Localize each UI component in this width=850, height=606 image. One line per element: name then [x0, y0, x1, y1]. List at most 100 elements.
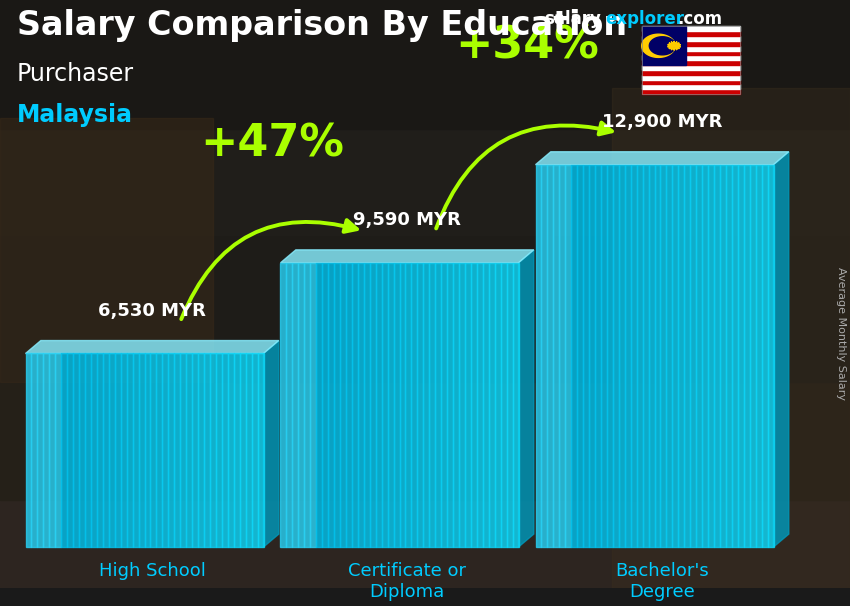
Bar — [642, 70, 740, 75]
Polygon shape — [642, 34, 675, 58]
Polygon shape — [577, 165, 583, 547]
Polygon shape — [252, 353, 258, 547]
Text: Salary Comparison By Education: Salary Comparison By Education — [17, 9, 627, 42]
Text: +47%: +47% — [200, 122, 344, 165]
Polygon shape — [316, 263, 322, 547]
Polygon shape — [328, 263, 334, 547]
Polygon shape — [394, 263, 399, 547]
Polygon shape — [127, 353, 133, 547]
Text: +34%: +34% — [455, 24, 599, 67]
Polygon shape — [103, 353, 109, 547]
Polygon shape — [423, 263, 429, 547]
Polygon shape — [370, 263, 376, 547]
Polygon shape — [340, 263, 346, 547]
Bar — [0, 0, 850, 130]
Polygon shape — [121, 353, 127, 547]
Bar — [642, 27, 686, 65]
Polygon shape — [67, 353, 73, 547]
Polygon shape — [61, 353, 67, 547]
Polygon shape — [322, 263, 328, 547]
Bar — [642, 56, 740, 60]
Bar — [0, 382, 850, 500]
Polygon shape — [714, 165, 720, 547]
Polygon shape — [768, 165, 774, 547]
Polygon shape — [666, 165, 672, 547]
Polygon shape — [26, 353, 31, 547]
Polygon shape — [364, 263, 370, 547]
Polygon shape — [292, 263, 298, 547]
Polygon shape — [352, 263, 358, 547]
Polygon shape — [489, 263, 495, 547]
Polygon shape — [477, 263, 483, 547]
Polygon shape — [774, 152, 789, 547]
Polygon shape — [571, 165, 577, 547]
Polygon shape — [536, 165, 541, 547]
Polygon shape — [240, 353, 246, 547]
Polygon shape — [156, 353, 162, 547]
Polygon shape — [565, 165, 571, 547]
Polygon shape — [334, 263, 340, 547]
Polygon shape — [400, 263, 405, 547]
Polygon shape — [513, 263, 518, 547]
Polygon shape — [541, 165, 547, 547]
Polygon shape — [547, 165, 553, 547]
Polygon shape — [667, 41, 681, 50]
Polygon shape — [222, 353, 228, 547]
Polygon shape — [471, 263, 477, 547]
Polygon shape — [447, 263, 453, 547]
Bar — [642, 60, 740, 65]
Polygon shape — [139, 353, 145, 547]
Bar — [642, 36, 740, 41]
Bar — [642, 75, 740, 79]
Polygon shape — [133, 353, 139, 547]
Polygon shape — [258, 353, 264, 547]
Polygon shape — [198, 353, 204, 547]
Polygon shape — [738, 165, 744, 547]
Polygon shape — [49, 353, 55, 547]
Polygon shape — [186, 353, 192, 547]
Polygon shape — [43, 353, 49, 547]
Polygon shape — [216, 353, 222, 547]
Polygon shape — [204, 353, 210, 547]
Polygon shape — [55, 353, 61, 547]
Polygon shape — [756, 165, 762, 547]
Bar — [642, 65, 740, 70]
Polygon shape — [678, 165, 684, 547]
Polygon shape — [435, 263, 441, 547]
Polygon shape — [228, 353, 234, 547]
Polygon shape — [109, 353, 115, 547]
Polygon shape — [26, 341, 279, 353]
Bar — [0, 118, 212, 382]
Bar — [0, 130, 850, 235]
Bar — [642, 27, 740, 94]
Text: Purchaser: Purchaser — [17, 62, 134, 86]
Polygon shape — [376, 263, 382, 547]
Polygon shape — [246, 353, 252, 547]
Polygon shape — [720, 165, 726, 547]
Polygon shape — [192, 353, 198, 547]
Polygon shape — [595, 165, 601, 547]
Polygon shape — [607, 165, 613, 547]
Polygon shape — [613, 165, 619, 547]
Polygon shape — [583, 165, 589, 547]
Polygon shape — [631, 165, 637, 547]
Text: explorer: explorer — [605, 10, 684, 28]
Polygon shape — [495, 263, 501, 547]
Text: Bachelor's
Degree: Bachelor's Degree — [615, 562, 709, 601]
Bar — [642, 89, 740, 94]
Polygon shape — [589, 165, 595, 547]
Polygon shape — [559, 165, 565, 547]
Polygon shape — [310, 263, 316, 547]
Polygon shape — [144, 353, 150, 547]
Polygon shape — [405, 263, 411, 547]
Text: .com: .com — [677, 10, 722, 28]
Text: salary: salary — [544, 10, 601, 28]
Polygon shape — [31, 353, 37, 547]
Polygon shape — [708, 165, 714, 547]
Polygon shape — [619, 165, 625, 547]
Polygon shape — [507, 263, 513, 547]
FancyArrowPatch shape — [181, 220, 357, 319]
Polygon shape — [162, 353, 168, 547]
Bar — [0, 235, 850, 382]
Polygon shape — [518, 250, 534, 547]
